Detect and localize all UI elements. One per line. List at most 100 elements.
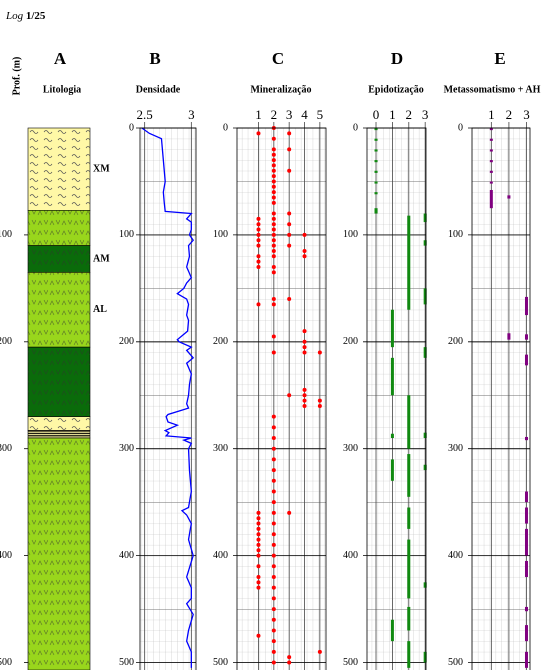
- point: [287, 211, 292, 216]
- x-tick-label: 1: [488, 107, 495, 122]
- layer-symbol: [28, 438, 90, 670]
- point: [271, 628, 276, 633]
- interval-bar: [524, 606, 528, 612]
- interval-bar: [423, 288, 427, 305]
- x-tick-label: 3: [188, 107, 195, 122]
- x-tick-label: 3: [286, 107, 293, 122]
- panel-title: Densidade: [136, 84, 181, 95]
- plot-mid-grid: [472, 128, 530, 670]
- interval-bar: [524, 296, 528, 316]
- point: [271, 168, 276, 173]
- header: Log 1/25: [5, 10, 46, 22]
- point: [256, 131, 261, 136]
- interval-bar: [524, 436, 528, 441]
- interval-bar: [423, 432, 427, 439]
- header-number: 1/25: [26, 10, 46, 22]
- interval-bar: [374, 138, 378, 141]
- point: [271, 227, 276, 232]
- point: [271, 232, 276, 237]
- point: [256, 510, 261, 515]
- interval-bar: [374, 128, 378, 131]
- point: [256, 264, 261, 269]
- y-tick-label: 200: [213, 336, 228, 347]
- interval-bar: [507, 333, 511, 340]
- point: [256, 537, 261, 542]
- point: [271, 136, 276, 141]
- interval-bar: [423, 347, 427, 358]
- layer-label: XM: [93, 163, 110, 174]
- point: [256, 542, 261, 547]
- interval-bar: [423, 213, 427, 223]
- y-axis-label: Prof. (m): [11, 57, 22, 96]
- y-tick-label: 300: [448, 443, 463, 454]
- plot-mid-grid: [237, 128, 326, 670]
- point: [271, 564, 276, 569]
- y-tick-label: 200: [343, 336, 358, 347]
- point: [271, 190, 276, 195]
- y-tick-label: 100: [343, 229, 358, 240]
- point: [271, 596, 276, 601]
- interval-bar: [390, 309, 394, 348]
- interval-bar: [407, 215, 411, 310]
- interval-bar: [390, 619, 394, 642]
- interval-bar: [407, 606, 411, 631]
- point: [271, 457, 276, 462]
- y-tick-label: 300: [119, 443, 134, 454]
- point: [287, 393, 292, 398]
- plot-frame: [471, 127, 531, 670]
- point: [271, 163, 276, 168]
- point: [302, 232, 307, 237]
- point: [271, 607, 276, 612]
- y-tick-label: 300: [0, 443, 12, 454]
- x-tick-label: 2: [506, 107, 513, 122]
- interval-bar: [407, 507, 411, 529]
- point: [271, 532, 276, 537]
- layer-symbol: [28, 347, 90, 417]
- y-tick-label: 0: [458, 122, 463, 133]
- y-tick-label: 500: [0, 657, 12, 668]
- x-tick-label: 4: [301, 107, 308, 122]
- point: [302, 345, 307, 350]
- plot-frame: [236, 127, 327, 670]
- interval-bar: [374, 208, 378, 214]
- y-tick-label: 400: [119, 550, 134, 561]
- point: [256, 254, 261, 259]
- point: [287, 168, 292, 173]
- interval-bar: [524, 528, 528, 556]
- x-tick-label: 2.5: [137, 107, 153, 122]
- point: [271, 334, 276, 339]
- interval-bar: [524, 651, 528, 668]
- point: [271, 639, 276, 644]
- point: [302, 398, 307, 403]
- point: [271, 179, 276, 184]
- point: [256, 516, 261, 521]
- point: [287, 655, 292, 660]
- y-tick-label: 500: [119, 657, 134, 668]
- point: [302, 393, 307, 398]
- interval-bar: [489, 181, 493, 184]
- point: [271, 297, 276, 302]
- layer-symbol: [28, 210, 90, 246]
- point: [256, 238, 261, 243]
- y-tick-label: 200: [119, 336, 134, 347]
- density-line: [141, 127, 195, 668]
- x-tick-label: 2: [406, 107, 413, 122]
- x-tick-label: 1: [389, 107, 396, 122]
- point: [256, 564, 261, 569]
- point: [271, 489, 276, 494]
- plot-frame: [139, 127, 197, 670]
- panel-title: Metassomatismo + AH: [444, 84, 541, 95]
- x-tick-label: 3: [422, 107, 429, 122]
- point: [271, 500, 276, 505]
- interval-bar: [489, 170, 493, 173]
- point: [271, 147, 276, 152]
- interval-bar: [374, 192, 378, 195]
- point: [271, 414, 276, 419]
- point: [271, 195, 276, 200]
- interval-bar: [524, 334, 528, 340]
- point: [302, 350, 307, 355]
- point: [256, 227, 261, 232]
- panel-letter: C: [272, 49, 284, 68]
- point: [271, 649, 276, 654]
- point: [256, 243, 261, 248]
